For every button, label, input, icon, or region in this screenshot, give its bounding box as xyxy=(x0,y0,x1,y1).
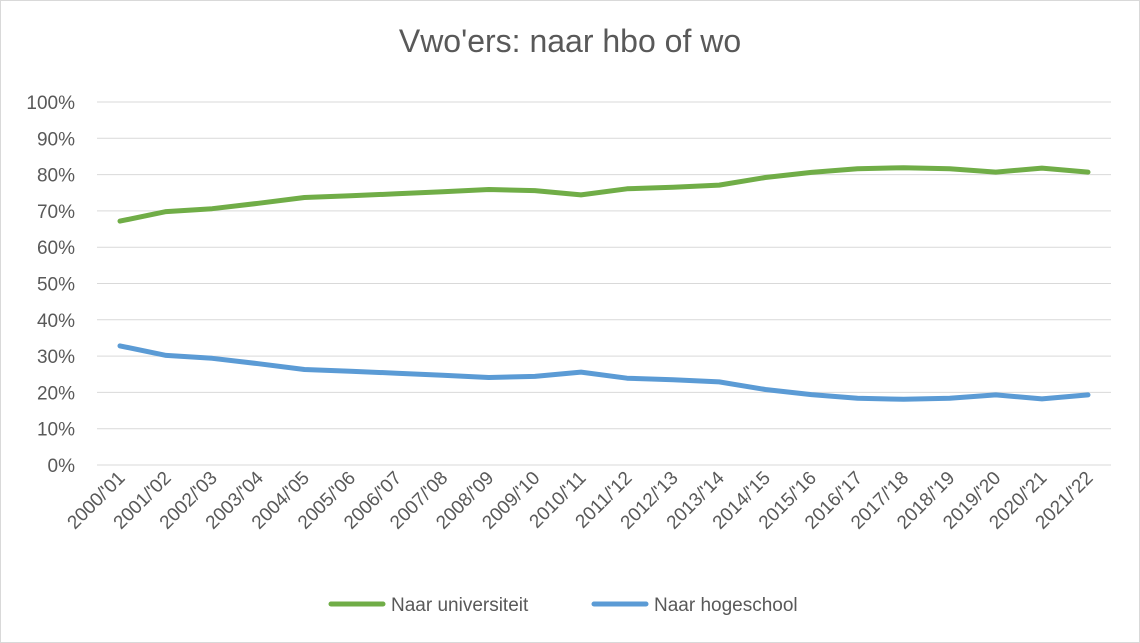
series-lines xyxy=(117,165,1091,402)
legend: Naar universiteit Naar hogeschool xyxy=(328,595,798,616)
legend-label-1: Naar hogeschool xyxy=(654,595,798,616)
series-line-0 xyxy=(117,165,1091,224)
y-tick-label: 100% xyxy=(26,93,75,114)
y-tick-label: 20% xyxy=(37,383,75,404)
series-line-1 xyxy=(117,343,1091,402)
y-tick-label: 60% xyxy=(37,238,75,259)
chart-title: Vwo'ers: naar hbo of wo xyxy=(398,23,742,59)
gridlines xyxy=(97,101,1111,466)
x-axis-ticks: 2000/'012001/'022002/'032003/'042004/'05… xyxy=(64,467,1098,533)
y-tick-label: 50% xyxy=(37,275,75,296)
legend-label-0: Naar universiteit xyxy=(391,595,529,616)
y-axis-ticks: 0% 10% 20% 30% 40% 50% 60% 70% 80% 90% 100% xyxy=(26,93,75,477)
y-tick-label: 40% xyxy=(37,311,75,332)
y-tick-label: 70% xyxy=(37,202,75,223)
y-tick-label: 0% xyxy=(48,456,76,477)
y-tick-label: 80% xyxy=(37,166,75,187)
y-tick-label: 30% xyxy=(37,347,75,368)
y-tick-label: 90% xyxy=(37,129,75,150)
y-tick-label: 10% xyxy=(37,420,75,441)
